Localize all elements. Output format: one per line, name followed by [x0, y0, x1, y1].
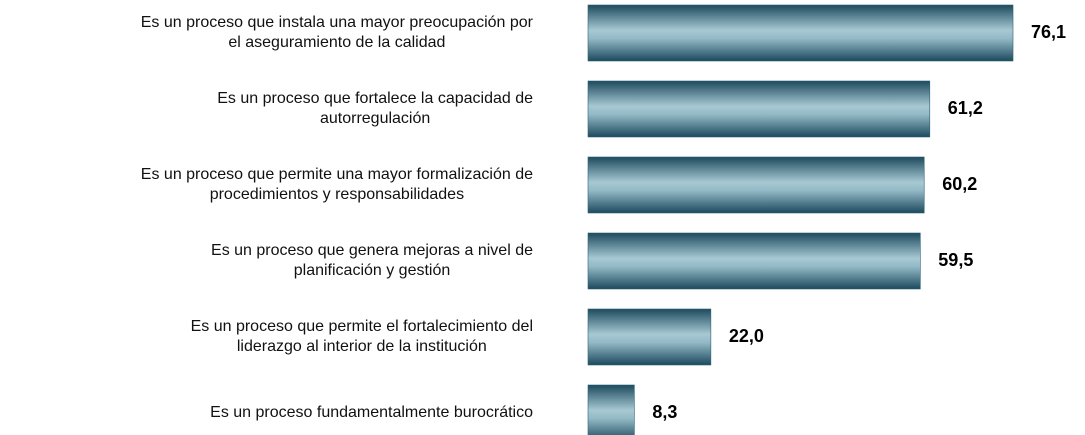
bar [587, 80, 931, 138]
bar [587, 4, 1014, 62]
bar [587, 156, 925, 214]
category-label: Es un proceso fundamentalmente burocráti… [210, 404, 533, 421]
category-label: Es un proceso que genera mejoras a nivel… [211, 242, 533, 279]
category-label: Es un proceso que permite una mayor form… [140, 166, 533, 203]
value-label: 22,0 [729, 326, 764, 346]
value-label: 60,2 [942, 174, 977, 194]
category-label: Es un proceso que permite el fortalecimi… [190, 318, 533, 355]
value-label: 59,5 [938, 250, 973, 270]
value-label: 61,2 [948, 98, 983, 118]
bar [587, 308, 712, 366]
bar [587, 384, 635, 435]
category-label: Es un proceso que instala una mayor preo… [140, 14, 533, 51]
value-label: 8,3 [652, 402, 677, 422]
bar [587, 232, 921, 290]
value-label: 76,1 [1031, 22, 1066, 42]
category-label: Es un proceso que fortalece la capacidad… [217, 90, 533, 127]
